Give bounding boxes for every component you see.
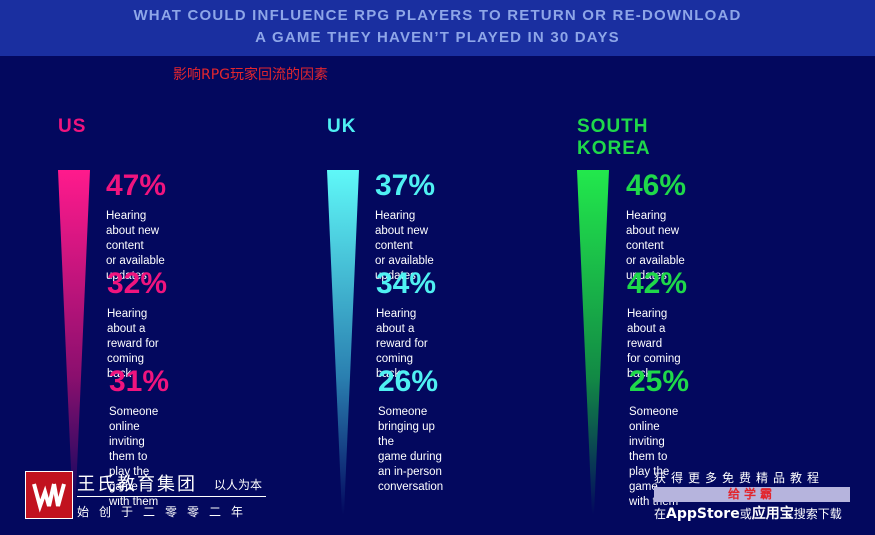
wedge-us — [58, 170, 90, 515]
stat-label: Hearing about new content or available up… — [626, 210, 685, 282]
stat-label: Hearing about a reward for coming back — [376, 308, 428, 380]
stat-uk-1: 37% Hearing about new content or availabl… — [375, 169, 435, 284]
stat-value: 34% — [376, 267, 437, 300]
stat-value: 31% — [109, 365, 170, 398]
stat-south-korea-2: 42% Hearing about a reward for coming bac… — [627, 267, 687, 382]
stat-label: Hearing about new content or available up… — [106, 210, 165, 282]
stat-uk-2: 34% Hearing about a reward for coming bac… — [376, 267, 436, 382]
title-line-2: A GAME THEY HAVEN’T PLAYED IN 30 DAYS — [255, 29, 620, 46]
stat-label: Hearing about a reward for coming back — [107, 308, 159, 380]
stat-uk-3: 26% Someone bringing up the game during a… — [378, 365, 443, 495]
stat-label: Someone bringing up the game during an in… — [378, 406, 444, 493]
stat-value: 37% — [375, 169, 436, 202]
region-name-uk: UK — [327, 116, 357, 137]
promo-bar: 给学霸 — [654, 487, 850, 502]
stat-value: 25% — [629, 365, 690, 398]
title-banner: WHAT COULD INFLUENCE RPG PLAYERS TO RETU… — [0, 0, 875, 56]
stat-value: 32% — [107, 267, 168, 300]
stat-value: 46% — [626, 169, 687, 202]
brand-logo-icon — [25, 471, 73, 519]
stat-value: 42% — [627, 267, 688, 300]
promo-line-2: 在AppStore或应用宝搜索下载 — [654, 506, 842, 522]
stat-south-korea-1: 46% Hearing about new content or availabl… — [626, 169, 686, 284]
stat-label: Hearing about new content or available up… — [375, 210, 434, 282]
promo-line-1: 获得更多免费精品教程 — [654, 471, 825, 485]
stat-value: 47% — [106, 169, 167, 202]
wedge-uk — [327, 170, 359, 515]
region-name-us: US — [58, 116, 87, 137]
brand-founded: 始创于二零零二年 — [77, 505, 254, 519]
stat-label: Hearing about a reward for coming back — [627, 308, 681, 380]
stat-value: 26% — [378, 365, 439, 398]
chinese-subtitle: 影响RPG玩家回流的因素 — [173, 67, 329, 83]
title-line-1: WHAT COULD INFLUENCE RPG PLAYERS TO RETU… — [133, 7, 742, 24]
region-name-south-korea: SOUTH KOREA — [577, 116, 651, 159]
stat-us-1: 47% Hearing about new content or availabl… — [106, 169, 166, 284]
brand-name: 王氏教育集团 — [77, 474, 197, 495]
stat-label: Someone online inviting them to play the … — [109, 406, 159, 508]
stat-us-3: 31% Someone online inviting them to play … — [109, 365, 169, 510]
brand-slogan: 以人为本 — [214, 478, 263, 492]
wedge-south-korea — [577, 170, 609, 515]
brand-divider — [77, 496, 266, 497]
stat-us-2: 32% Hearing about a reward for coming bac… — [107, 267, 167, 382]
